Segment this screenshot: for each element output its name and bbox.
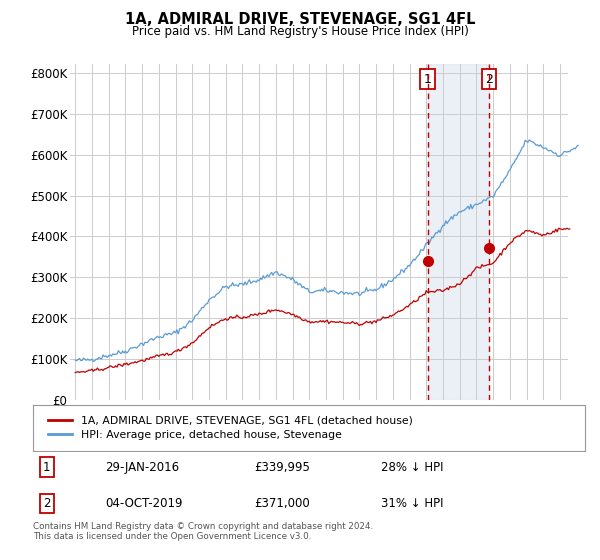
Text: £371,000: £371,000 [254, 497, 310, 510]
Text: 04-OCT-2019: 04-OCT-2019 [105, 497, 182, 510]
Text: 1: 1 [43, 461, 50, 474]
Bar [428, 64, 489, 400]
Text: 1A, ADMIRAL DRIVE, STEVENAGE, SG1 4FL: 1A, ADMIRAL DRIVE, STEVENAGE, SG1 4FL [125, 12, 475, 27]
Text: 1: 1 [424, 73, 431, 86]
Legend: 1A, ADMIRAL DRIVE, STEVENAGE, SG1 4FL (detached house), HPI: Average price, deta: 1A, ADMIRAL DRIVE, STEVENAGE, SG1 4FL (d… [44, 411, 417, 445]
Bar [568, 64, 585, 400]
Text: 31% ↓ HPI: 31% ↓ HPI [381, 497, 443, 510]
Text: £339,995: £339,995 [254, 461, 310, 474]
Text: 29-JAN-2016: 29-JAN-2016 [105, 461, 179, 474]
Text: Price paid vs. HM Land Registry's House Price Index (HPI): Price paid vs. HM Land Registry's House … [131, 25, 469, 38]
Text: 28% ↓ HPI: 28% ↓ HPI [381, 461, 443, 474]
Text: 2: 2 [485, 73, 493, 86]
Text: Contains HM Land Registry data © Crown copyright and database right 2024.
This d: Contains HM Land Registry data © Crown c… [33, 522, 373, 542]
Text: 2: 2 [43, 497, 50, 510]
